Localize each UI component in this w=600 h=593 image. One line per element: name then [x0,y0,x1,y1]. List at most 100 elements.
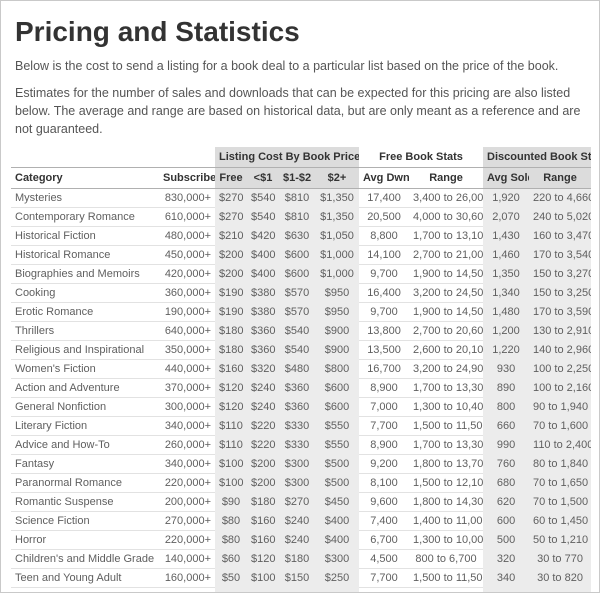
price-2-plus-cell: $800 [315,359,360,379]
price-1-2-cell: $540 [279,321,315,341]
price-2-plus-cell: $1,350 [315,188,360,208]
price-2-plus-cell: $550 [315,435,360,455]
group-header-spacer [11,147,215,168]
price-free-cell: $60 [215,549,247,569]
free-range-cell: 1,800 to 13,700 [409,454,484,474]
price-under-1-cell: $160 [247,530,279,550]
free-range-cell: 1,500 to 11,500 [409,568,484,588]
price-1-2-cell: $180 [279,549,315,569]
price-under-1-cell: $380 [247,302,279,322]
price-under-1-cell: $400 [247,264,279,284]
price-under-1-cell: $80 [247,587,279,592]
price-free-cell: $190 [215,302,247,322]
free-range-cell: 4,000 to 30,600 [409,207,484,227]
avg-sold-cell: 320 [483,549,530,569]
price-under-1-cell: $100 [247,568,279,588]
category-cell: New Adult and College Romance [11,587,159,592]
table-row: Cooking 360,000+ $190 $380 $570 $950 16,400 3,2… [11,283,592,303]
table-row: Mysteries 830,000+ $270 $540 $810 $1,350 17,40… [11,188,592,208]
price-1-2-cell: $360 [279,397,315,417]
price-under-1-cell: $540 [247,188,279,208]
avg-sold-cell: 600 [483,511,530,531]
price-2-plus-cell: $1,350 [315,207,360,227]
avg-downloads-cell: 13,800 [359,321,410,341]
category-cell: Action and Adventure [11,378,159,398]
price-free-cell: $100 [215,473,247,493]
subscribers-cell: 350,000+ [159,340,215,360]
avg-downloads-cell: 17,400 [367,192,401,205]
price-free-cell: $110 [215,435,247,455]
price-free-cell: $180 [215,340,247,360]
subscribers-cell: 610,000+ [159,207,215,227]
price-under-1-cell: $180 [247,492,279,512]
category-cell: Teen and Young Adult [11,568,159,588]
discounted-range-cell: 170 to 3,590 [529,302,592,322]
subscribers-cell: 480,000+ [159,226,215,246]
free-range-cell: 1,800 to 14,300 [409,492,484,512]
discounted-range-cell: 150 to 3,250 [529,283,592,303]
table-row: Horror 220,000+ $80 $160 $240 $400 6,700 1,300 … [11,530,592,550]
col-header-free-range: Range [409,167,484,190]
free-range-cell: 1,700 to 13,100 [409,226,484,246]
free-range-cell: 2,600 to 20,100 [409,340,484,360]
free-range-cell: 3,400 to 26,000 [413,192,484,205]
table-row: Fantasy 340,000+ $100 $200 $300 $500 9,200 1,80… [11,454,592,474]
subscribers-cell: 360,000+ [159,283,215,303]
price-under-1-cell: $400 [247,245,279,265]
price-2-plus-cell: $400 [315,530,360,550]
price-under-1-cell: $200 [247,454,279,474]
discounted-range-cell: 70 to 1,500 [529,492,592,512]
avg-downloads-cell: 6,700 [359,530,410,550]
subscribers-cell: 220,000+ [159,473,215,493]
category-cell: Biographies and Memoirs [11,264,159,284]
subscribers-cell: 420,000+ [159,264,215,284]
table-row: Advice and How-To 260,000+ $110 $220 $330 $55… [11,435,592,455]
subscribers-cell: 450,000+ [159,245,215,265]
pricing-table: Listing Cost By Book Price Free Book Sta… [11,147,592,592]
price-1-2-cell: $810 [279,207,315,227]
free-range-cell: 2,700 to 20,600 [409,321,484,341]
discounted-range-cell: 100 to 2,250 [529,359,592,379]
free-range-cell: 1,900 to 14,500 [409,264,484,284]
price-1-2-cell: $120 [279,587,315,592]
group-header-row: Listing Cost By Book Price Free Book Sta… [11,147,592,168]
category-cell: Cooking [11,283,159,303]
subscribers-cell: 340,000+ [159,416,215,436]
table-row: Historical Fiction 480,000+ $210 $420 $630 $1… [11,226,592,246]
category-cell: Mysteries [15,192,63,205]
price-under-1-cell: $240 [247,378,279,398]
price-free-cell: $200 [215,245,247,265]
avg-sold-cell: 800 [483,397,530,417]
subscribers-cell: 300,000+ [159,397,215,417]
price-free-cell: $270 [215,207,247,227]
discounted-range-cell: 30 to 770 [529,549,592,569]
category-cell: Historical Romance [11,245,159,265]
free-range-cell: 1,300 to 10,400 [409,397,484,417]
price-free-cell: $100 [215,454,247,474]
free-range-cell: 1,900 to 14,500 [409,302,484,322]
price-under-1-cell: $200 [247,473,279,493]
category-cell: Science Fiction [11,511,159,531]
free-range-cell: 900 to 7,100 [409,587,484,592]
discounted-range-cell: 70 to 1,600 [529,416,592,436]
group-header-discounted-stats: Discounted Book Stats [483,147,592,168]
col-header-subscribers: Subscribers [159,167,215,190]
avg-sold-cell: 290 [483,587,530,592]
avg-downloads-cell: 7,700 [359,568,410,588]
table-row: Contemporary Romance 610,000+ $270 $540 $810… [11,207,592,227]
avg-downloads-cell: 7,000 [359,397,410,417]
avg-sold-cell: 760 [483,454,530,474]
free-range-cell: 1,500 to 12,100 [409,473,484,493]
free-range-cell: 1,300 to 10,000 [409,530,484,550]
discounted-range-cell: 100 to 2,160 [529,378,592,398]
avg-downloads-cell: 4,500 [359,549,410,569]
price-free-cell: $80 [215,530,247,550]
subscribers-cell: 80,000+ [159,587,215,592]
table-row: Paranormal Romance 220,000+ $100 $200 $300 $5… [11,473,592,493]
price-2-plus-cell: $500 [315,454,360,474]
price-2-plus-cell: $500 [315,473,360,493]
discounted-range-cell: 50 to 1,210 [529,530,592,550]
price-under-1-cell: $360 [247,321,279,341]
price-1-2-cell: $810 [279,188,315,208]
